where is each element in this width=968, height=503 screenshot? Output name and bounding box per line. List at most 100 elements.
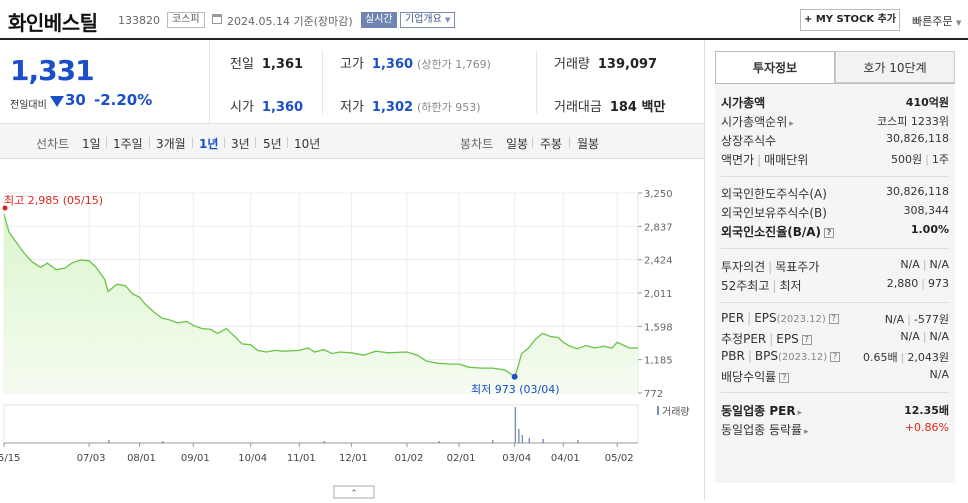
y-tick-label: 2,011: [644, 289, 673, 300]
divider: [106, 137, 107, 148]
row-label-text: 시가총액순위: [721, 115, 788, 129]
est-per-label: 추정PER: [721, 332, 767, 346]
price-line: [3, 214, 639, 378]
help-icon[interactable]: ?: [824, 228, 835, 238]
low-annotation: 최저 973 (03/04): [471, 383, 560, 396]
tab-3m[interactable]: 3개월: [156, 137, 186, 151]
listed-shares-row: 상장주식수 30,826,118: [721, 132, 949, 150]
divider: [721, 248, 949, 249]
chevron-right-icon: ▸: [797, 408, 803, 418]
row-label: 52주최고 | 최저: [721, 277, 802, 294]
tab-5y[interactable]: 5년: [263, 137, 282, 151]
divider: [532, 137, 533, 148]
x-tick-label: 02/01: [447, 453, 476, 464]
row-value: N/A: [929, 368, 949, 381]
week52-low-value: 973: [928, 277, 949, 290]
divider: [721, 392, 949, 393]
x-tick-label: 03/04: [502, 453, 531, 464]
volume-bar: [492, 440, 494, 443]
row-label: PER | EPS(2023.12)?: [721, 311, 839, 325]
bps-year: (2023.12): [777, 352, 828, 363]
stat-value: 184 백만: [609, 100, 666, 115]
row-label: 외국인보유주식수(B): [721, 206, 827, 220]
stat-low: 저가 1,302 (하한가 953): [340, 96, 480, 115]
tab-monthly[interactable]: 월봉: [577, 137, 600, 151]
y-tick-label: 1,185: [644, 356, 673, 367]
tab-daily[interactable]: 일봉: [506, 137, 529, 151]
chevron-down-icon: ▼: [955, 19, 962, 27]
tab-weekly[interactable]: 주봉: [540, 137, 563, 151]
realtime-button[interactable]: 실시간: [361, 12, 397, 28]
volume-bar: [438, 441, 440, 443]
tab-1w[interactable]: 1주일: [113, 137, 143, 151]
stat-high: 고가 1,360 (상한가 1,769): [340, 53, 491, 72]
separator: |: [907, 313, 911, 326]
stat-label: 시가: [230, 100, 254, 115]
target-value: N/A: [929, 258, 949, 271]
x-tick-label: 05/15: [0, 453, 20, 464]
divider: [322, 50, 323, 114]
tab-1d[interactable]: 1일: [82, 137, 101, 151]
est-per-eps-row: 추정PER | EPS? N/A | N/A: [721, 330, 949, 348]
help-icon[interactable]: ?: [828, 314, 839, 324]
eps-label: EPS: [754, 311, 777, 325]
par-unit-row: 액면가 | 매매단위 500원 | 1주: [721, 151, 949, 169]
row-label: 액면가 | 매매단위: [721, 151, 808, 168]
unit-value: 1주: [931, 153, 949, 166]
help-icon[interactable]: ?: [779, 373, 790, 383]
volume-bar: [514, 407, 517, 443]
tab-orderbook[interactable]: 호가 10단계: [835, 51, 955, 83]
row-label: 외국인한도주식수(A): [721, 187, 827, 201]
x-tick-label: 04/01: [551, 453, 580, 464]
row-label: 시가총액: [721, 96, 766, 110]
volume-bar: [162, 441, 164, 443]
row-value: 308,344: [903, 204, 950, 217]
collapse-chart-button[interactable]: [333, 485, 375, 499]
industry-per-row[interactable]: 동일업종 PER ▸ 12.35배: [721, 402, 949, 420]
row-label-text: 배당수익률: [721, 370, 777, 384]
target-label: 목표주가: [775, 260, 820, 274]
add-mystock-button[interactable]: + MY STOCK 추가: [800, 9, 900, 31]
row-label-text: 동일업종 PER: [721, 404, 796, 418]
row-label: 동일업종 등락률 ▸: [721, 421, 809, 438]
per-value: N/A: [884, 313, 905, 326]
stat-volume: 거래량 139,097: [554, 53, 657, 72]
row-value: N/A | -577원: [885, 311, 949, 327]
industry-rate-row[interactable]: 동일업종 등락률 ▸ +0.86%: [721, 421, 949, 439]
stat-label: 고가: [340, 57, 364, 72]
divider: [721, 176, 949, 177]
tab-1y[interactable]: 1년: [199, 137, 219, 151]
quick-order-button[interactable]: 빠른주문 ▼: [912, 13, 961, 29]
corp-info-dropdown[interactable]: 기업개요 ▼: [400, 12, 456, 28]
current-price-box: 1,331 전일대비 30 -2.20%: [0, 40, 210, 123]
week52-row: 52주최고 | 최저 2,880 | 973: [721, 277, 949, 295]
foreign-hold-row: 외국인보유주식수(B) 308,344: [721, 204, 949, 222]
stat-label: 저가: [340, 100, 364, 115]
tab-10y[interactable]: 10년: [294, 137, 321, 151]
upper-limit: (상한가 1,769): [417, 58, 491, 71]
help-icon[interactable]: ?: [801, 335, 812, 345]
row-value: +0.86%: [904, 421, 949, 434]
quick-order-label: 빠른주문: [912, 15, 953, 28]
stat-label: 거래대금: [554, 100, 602, 115]
volume-bar: [521, 435, 524, 443]
divider: [721, 302, 949, 303]
down-triangle-icon: [50, 96, 64, 107]
separator: |: [922, 330, 927, 343]
chevron-down-icon: ▼: [445, 16, 451, 24]
chevron-right-icon: ▸: [789, 119, 794, 129]
week52-high-value: 2,880: [886, 277, 919, 290]
row-label-text: 동일업종 등락률: [721, 423, 803, 437]
divider: [536, 50, 537, 114]
row-value: 코스피 1233위: [877, 115, 949, 128]
help-icon[interactable]: ?: [830, 352, 841, 362]
price-chart-svg: 3,250 2,837 2,424 2,011 1,598 1,185 772 05/15 0…: [0, 189, 690, 499]
volume-legend-swatch: [657, 406, 659, 415]
week52-high-label: 52주최고: [721, 279, 770, 293]
tab-investment-info[interactable]: 투자정보: [715, 51, 835, 83]
market-cap-rank-row[interactable]: 시가총액순위 ▸ 코스피 1233위: [721, 113, 949, 131]
tab-3y[interactable]: 3년: [231, 137, 250, 151]
pbr-label: PBR: [721, 349, 745, 363]
volume-bar: [323, 441, 326, 443]
high-annotation: 최고 2,985 (05/15): [4, 194, 103, 207]
